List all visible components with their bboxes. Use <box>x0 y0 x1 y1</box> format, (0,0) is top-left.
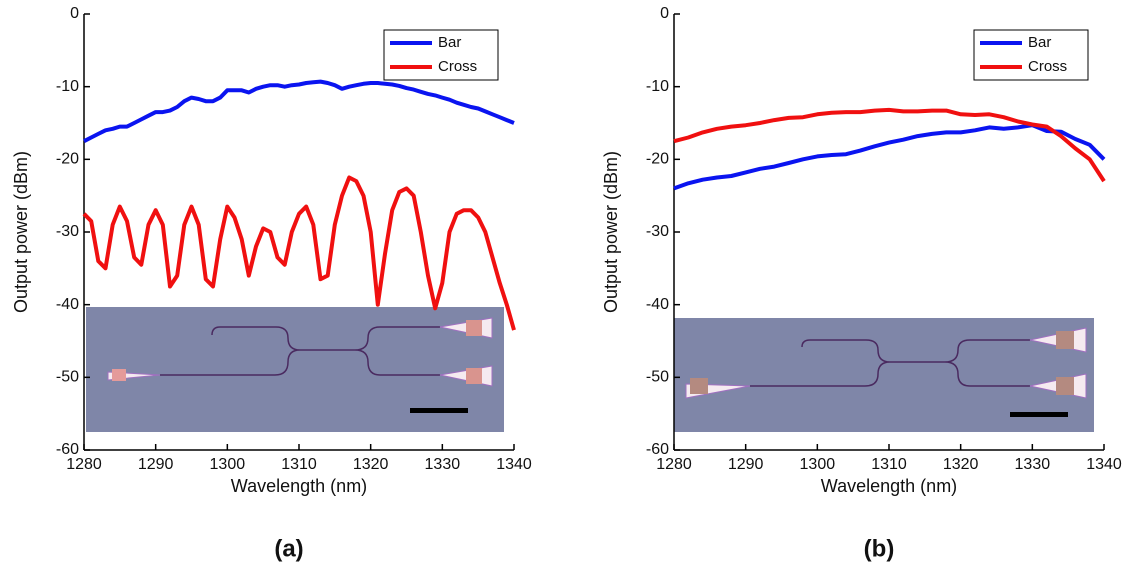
y-tick-label: -30 <box>646 223 669 240</box>
x-tick-label: 1320 <box>943 456 979 473</box>
x-tick-label: 1330 <box>425 456 461 473</box>
legend-label: Bar <box>1028 34 1051 51</box>
panel-label: (a) <box>274 535 303 562</box>
x-tick-label: 1340 <box>496 456 532 473</box>
x-tick-label: 1290 <box>728 456 764 473</box>
y-axis-label: Output power (dBm) <box>601 151 621 313</box>
series-line <box>82 175 516 331</box>
x-tick-label: 1290 <box>138 456 174 473</box>
y-tick-label: -10 <box>646 78 669 95</box>
panel-label: (b) <box>864 535 895 562</box>
x-tick-label: 1310 <box>281 456 317 473</box>
x-tick-label: 1300 <box>800 456 836 473</box>
legend-label: Bar <box>438 34 461 51</box>
legend-box <box>383 29 499 81</box>
y-tick-label: -20 <box>646 151 669 168</box>
legend-label: Cross <box>438 58 477 75</box>
x-tick-label: 1330 <box>1015 456 1051 473</box>
inset-image <box>86 307 504 432</box>
x-tick-label: 1320 <box>353 456 389 473</box>
y-tick-label: -20 <box>56 151 79 168</box>
series-line <box>673 107 1106 183</box>
y-tick-label: 0 <box>70 5 79 22</box>
x-tick-label: 1340 <box>1086 456 1122 473</box>
y-tick-label: -60 <box>56 441 79 458</box>
series-line <box>83 79 515 143</box>
y-tick-label: -40 <box>646 296 669 313</box>
x-axis-label: Wavelength (nm) <box>821 476 957 496</box>
y-tick-label: -30 <box>56 223 79 240</box>
x-tick-label: 1280 <box>66 456 102 473</box>
y-tick-label: -50 <box>646 369 669 386</box>
y-tick-label: -60 <box>646 441 669 458</box>
series-line <box>673 123 1106 191</box>
legend-box <box>973 29 1089 81</box>
x-tick-label: 1280 <box>656 456 692 473</box>
y-tick-label: -40 <box>56 296 79 313</box>
y-tick-label: -50 <box>56 369 79 386</box>
y-tick-label: 0 <box>660 5 669 22</box>
inset-image <box>674 318 1094 432</box>
y-axis-label: Output power (dBm) <box>11 151 31 313</box>
legend-label: Cross <box>1028 58 1067 75</box>
x-tick-label: 1310 <box>871 456 907 473</box>
y-tick-label: -10 <box>56 78 79 95</box>
x-axis-label: Wavelength (nm) <box>231 476 367 496</box>
x-tick-label: 1300 <box>210 456 246 473</box>
